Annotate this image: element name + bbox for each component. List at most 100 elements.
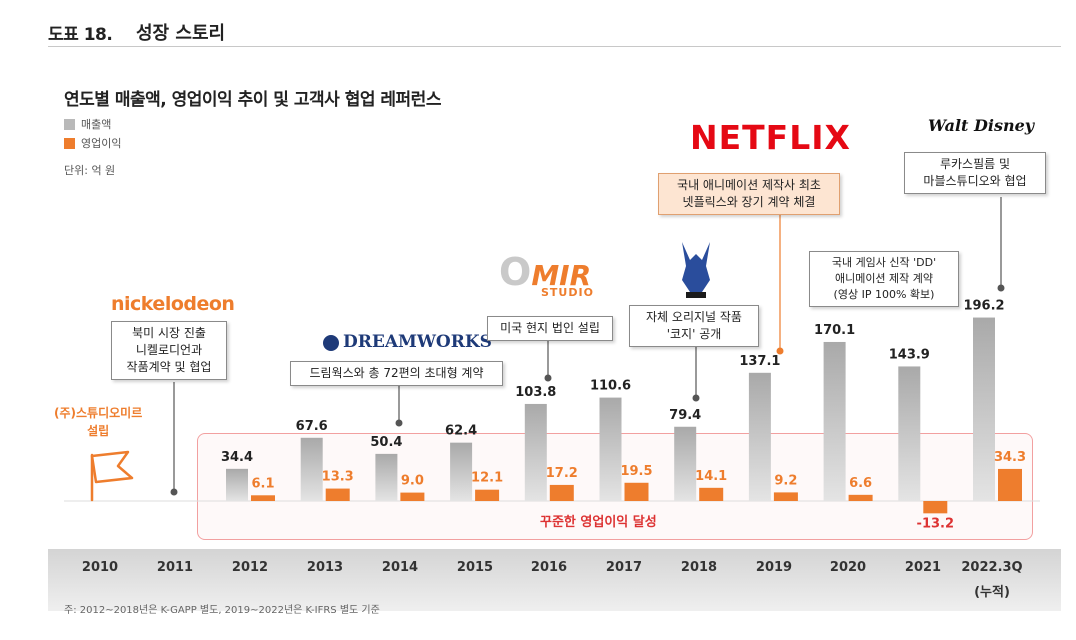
revenue-value-label: 50.4 [370, 435, 402, 450]
callout-disney: 루카스필름 및 마블스튜디오와 협업 [904, 152, 1046, 194]
callout-nickelodeon-line3: 작품계약 및 협업 [126, 360, 212, 374]
callout-dreamworks: 드림웍스와 총 72편의 초대형 계약 [290, 361, 503, 386]
callout-nickelodeon: 북미 시장 진출 니켈로디언과 작품계약 및 협업 [111, 321, 227, 380]
year-label: 2020 [829, 560, 867, 575]
callout-studio-mir: 미국 현지 법인 설립 [487, 316, 613, 341]
year-label: 2010 [81, 560, 119, 575]
connector-2014-dot [395, 419, 403, 427]
revenue-bar [973, 317, 995, 501]
operating-profit-value-label: 13.3 [322, 470, 354, 485]
operating-profit-value-label: 34.3 [994, 450, 1026, 465]
revenue-value-label: 196.2 [963, 299, 1004, 314]
unit-label: 단위: 억 원 [64, 164, 116, 177]
operating-profit-value-label: 17.2 [546, 466, 578, 481]
connector-2016-dot [544, 374, 552, 382]
callout-netflix: 국내 애니메이션 제작사 최초 넷플릭스와 장기 계약 체결 [658, 173, 840, 215]
callout-netflix-line2: 넷플릭스와 장기 계약 체결 [682, 195, 816, 209]
callout-kozi-line2: '코지' 공개 [666, 327, 722, 341]
year-axis-band [48, 549, 1061, 611]
revenue-bar [674, 426, 697, 501]
operating-profit-bar [475, 489, 500, 501]
revenue-value-label: 170.1 [814, 323, 855, 338]
dreamworks-logo-text: DREAMWORKS [343, 332, 492, 352]
operating-profit-note: 꾸준한 영업이익 달성 [540, 515, 657, 530]
dreamworks-logo: DREAMWORKS [323, 332, 492, 352]
operating-profit-bar [998, 468, 1022, 501]
legend-swatch-revenue [64, 118, 75, 130]
year-label: 2012 [231, 560, 269, 575]
year-label-suffix: (누적) [974, 585, 1010, 600]
legend-swatch-operating-profit [64, 137, 75, 149]
revenue-bar [823, 341, 846, 501]
operating-profit-bar [325, 488, 350, 501]
revenue-bar [599, 397, 622, 501]
figure-title: 성장 스토리 [136, 23, 226, 44]
operating-profit-bar [251, 495, 275, 501]
operating-profit-value-label: 19.5 [620, 464, 652, 479]
operating-profit-bar [400, 492, 425, 501]
connector-2018-dot [692, 394, 700, 402]
connector-2011-dot [170, 488, 178, 496]
revenue-bar [226, 468, 248, 501]
callout-studio-mir-line1: 미국 현지 법인 설립 [500, 321, 600, 335]
year-label: 2014 [381, 560, 419, 575]
studio-mir-logo-o: O [499, 250, 532, 294]
year-label: 2019 [755, 560, 793, 575]
revenue-value-label: 79.4 [669, 408, 701, 423]
operating-profit-bar [923, 501, 948, 514]
operating-profit-bar [624, 482, 649, 501]
operating-profit-bar [848, 494, 873, 501]
operating-profit-bar [549, 484, 574, 501]
kozi-fox-icon [682, 242, 710, 298]
callout-netflix-line1: 국내 애니메이션 제작사 최초 [677, 178, 821, 192]
callout-nickelodeon-line2: 니켈로디언과 [135, 343, 203, 357]
founding-label: (주)스튜디오미르 설립 [54, 404, 142, 440]
revenue-bar [748, 372, 771, 501]
operating-profit-value-label: 12.1 [471, 471, 503, 486]
netflix-logo: NETFLIX [690, 118, 851, 157]
revenue-value-label: 34.4 [221, 450, 253, 465]
operating-profit-bar [699, 487, 724, 501]
revenue-bar [450, 442, 473, 501]
founding-label-line2: 설립 [87, 424, 110, 438]
operating-profit-value-label: -13.2 [917, 516, 954, 531]
flag-icon [90, 450, 134, 502]
legend-item-operating-profit: 영업이익 [64, 135, 121, 151]
revenue-value-label: 137.1 [739, 354, 780, 369]
callout-kozi-line1: 자체 오리지널 작품 [646, 310, 742, 324]
studio-mir-logo: OMIR STUDIO [499, 250, 593, 299]
year-label: 2015 [456, 560, 494, 575]
year-label: 2017 [605, 560, 643, 575]
operating-profit-value-label: 9.0 [401, 474, 424, 489]
operating-profit-value-label: 9.2 [774, 473, 797, 488]
callout-kozi: 자체 오리지널 작품 '코지' 공개 [629, 305, 759, 347]
revenue-bar [375, 453, 398, 501]
connector-2019-dot [776, 347, 784, 355]
legend-label-revenue: 매출액 [81, 118, 112, 131]
footnote: 주: 2012~2018년은 K-GAPP 별도, 2019~2022년은 K-… [64, 605, 380, 616]
dreamworks-moon-icon [323, 334, 339, 351]
revenue-bar [300, 437, 323, 501]
revenue-bar [524, 403, 547, 501]
year-label: 2018 [680, 560, 718, 575]
callout-disney-line2: 마블스튜디오와 협업 [923, 174, 1027, 188]
figure-label: 도표 18. [48, 25, 113, 45]
legend-label-operating-profit: 영업이익 [81, 137, 122, 150]
operating-profit-value-label: 14.1 [695, 469, 727, 484]
year-label: 2016 [530, 560, 568, 575]
year-label: 2013 [306, 560, 344, 575]
connector-2022-dot [997, 284, 1005, 292]
callout-dd-line3: (영상 IP 100% 확보) [833, 288, 935, 301]
callout-dreamworks-line1: 드림웍스와 총 72편의 초대형 계약 [309, 366, 484, 380]
callout-disney-line1: 루카스필름 및 [939, 157, 1011, 171]
studio-mir-logo-studio: STUDIO [541, 286, 594, 299]
revenue-value-label: 143.9 [889, 347, 930, 362]
operating-profit-value-label: 6.1 [251, 476, 274, 491]
revenue-value-label: 67.6 [296, 419, 328, 434]
callout-dd-line1: 국내 게임사 신작 'DD' [831, 256, 937, 269]
studio-mir-logo-mr: MIR [531, 259, 592, 292]
callout-nickelodeon-line1: 북미 시장 진출 [132, 326, 206, 340]
callout-dd: 국내 게임사 신작 'DD' 애니메이션 제작 계약 (영상 IP 100% 확… [809, 251, 959, 307]
revenue-value-label: 110.6 [590, 379, 631, 394]
